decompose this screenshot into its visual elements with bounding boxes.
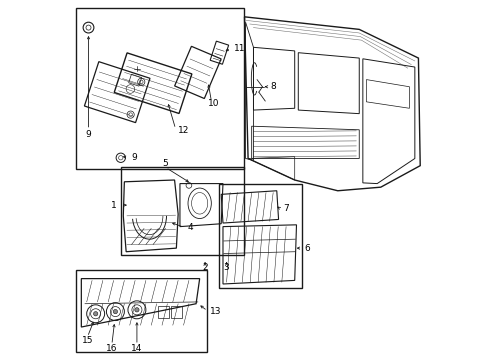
Text: 11: 11 — [233, 44, 245, 53]
Text: 15: 15 — [81, 336, 93, 345]
Text: 9: 9 — [85, 130, 91, 139]
Circle shape — [93, 312, 98, 316]
Circle shape — [135, 308, 139, 312]
Text: 6: 6 — [304, 244, 309, 253]
Text: 5: 5 — [163, 159, 168, 168]
Text: 8: 8 — [270, 82, 276, 91]
Text: 1: 1 — [111, 201, 117, 210]
Text: 13: 13 — [209, 307, 221, 316]
Text: 10: 10 — [208, 99, 219, 108]
Circle shape — [113, 310, 117, 314]
Text: 9: 9 — [131, 153, 137, 162]
Text: 12: 12 — [178, 126, 189, 135]
Text: 4: 4 — [187, 223, 192, 232]
Text: 2: 2 — [202, 263, 207, 272]
Text: 7: 7 — [282, 204, 288, 213]
Text: 3: 3 — [223, 263, 229, 272]
Text: 16: 16 — [106, 344, 117, 353]
Text: 14: 14 — [131, 344, 142, 353]
